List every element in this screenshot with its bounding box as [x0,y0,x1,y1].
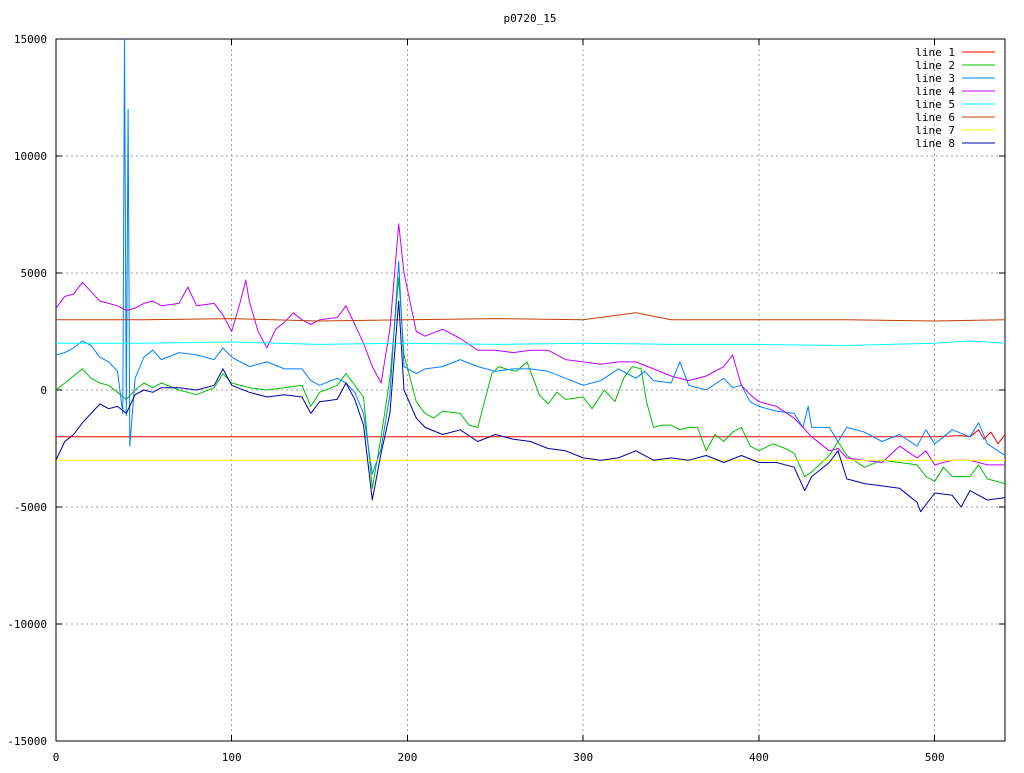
y-tick-label: 10000 [14,150,47,163]
x-tick-label: 500 [925,751,945,764]
legend-label: line 6 [915,111,955,124]
legend-label: line 7 [915,124,955,137]
series-line-1 [56,429,1005,445]
legend-label: line 3 [915,72,955,85]
y-tick-label: 15000 [14,33,47,46]
y-tick-label: -15000 [7,735,47,748]
legend-label: line 4 [915,85,955,98]
series-line-6 [56,312,1005,322]
chart-title: p0720_15 [504,12,557,25]
y-tick-label: 0 [40,384,47,397]
x-tick-label: 0 [53,751,60,764]
legend-label: line 8 [915,137,955,150]
x-tick-label: 300 [573,751,593,764]
y-tick-label: -10000 [7,618,47,631]
x-tick-label: 100 [222,751,242,764]
series-line-5 [56,340,1005,346]
legend-label: line 2 [915,59,955,72]
axis-layer: 0 100 200 300 400 500 -15000 -10000 -5000 0 5000 10… [7,33,1006,764]
x-tick-label: 200 [398,751,418,764]
series-line-8 [56,300,1005,513]
grid-layer [56,39,1005,741]
legend-label: line 1 [915,46,955,59]
legend-label: line 5 [915,98,955,111]
series-line-4 [56,223,1005,466]
x-tick-label: 400 [749,751,769,764]
series-line-2 [56,277,1005,489]
y-tick-label: -5000 [14,501,47,514]
y-tick-label: 5000 [21,267,48,280]
series-layer [56,39,1005,513]
series-line-3 [56,39,1005,475]
